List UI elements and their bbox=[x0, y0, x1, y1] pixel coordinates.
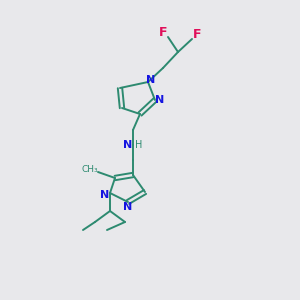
Text: H: H bbox=[135, 140, 143, 150]
Text: N: N bbox=[123, 202, 133, 212]
Text: N: N bbox=[146, 75, 156, 85]
Text: F: F bbox=[159, 26, 167, 38]
Text: F: F bbox=[193, 28, 201, 41]
Text: CH₃: CH₃ bbox=[82, 166, 98, 175]
Text: N: N bbox=[123, 140, 133, 150]
Text: N: N bbox=[100, 190, 109, 200]
Text: N: N bbox=[155, 95, 165, 105]
